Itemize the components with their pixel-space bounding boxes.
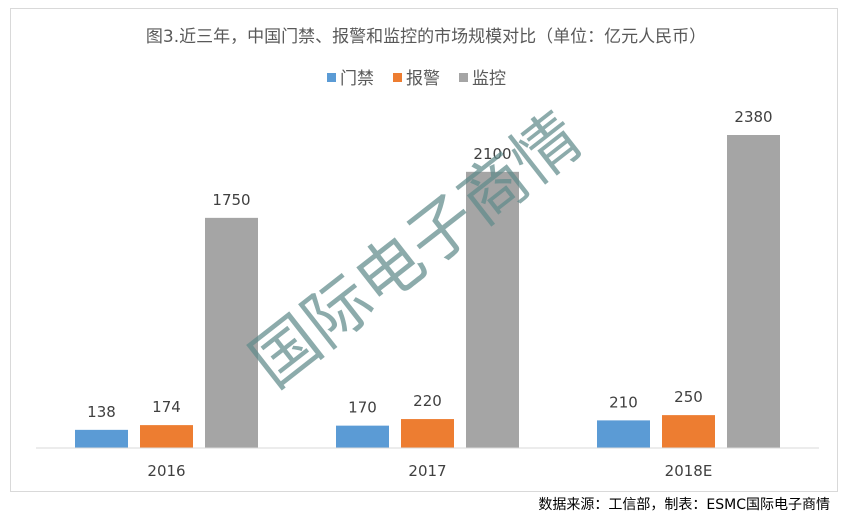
bar-门禁-2018E — [597, 420, 650, 448]
bar-报警-2018E — [662, 415, 715, 448]
bar-监控-2018E — [727, 135, 780, 448]
chart-title: 图3.近三年，中国门禁、报警和监控的市场规模对比（单位：亿元人民币） — [146, 27, 706, 47]
bar-监控-2016 — [205, 217, 258, 448]
legend-label-门禁: 门禁 — [340, 69, 374, 89]
x-axis-ticks: 2016 2017 2018E — [147, 462, 712, 480]
data-label-报警-2016: 174 — [152, 398, 181, 416]
bar-监控-2017 — [466, 171, 519, 448]
bar-报警-2017 — [401, 419, 454, 448]
data-label-门禁-2016: 138 — [87, 403, 116, 421]
x-tick-2018E: 2018E — [665, 462, 713, 480]
bar-报警-2016 — [140, 425, 193, 448]
data-label-监控-2018E: 2380 — [734, 108, 772, 126]
x-tick-2016: 2016 — [147, 462, 185, 480]
data-labels: 138 174 1750 170 220 2100 210 250 2380 — [87, 108, 772, 421]
bar-门禁-2016 — [75, 429, 128, 448]
bars — [75, 135, 780, 448]
legend-swatch-监控 — [459, 73, 468, 82]
data-label-报警-2017: 220 — [413, 392, 442, 410]
legend: 门禁 报警 监控 — [327, 69, 506, 89]
legend-swatch-门禁 — [327, 73, 336, 82]
data-label-报警-2018E: 250 — [674, 388, 703, 406]
chart-frame — [10, 8, 838, 492]
x-tick-2017: 2017 — [408, 462, 446, 480]
watermark: 国际电子商情 — [236, 98, 595, 402]
source-note: 数据来源：工信部，制表：ESMC国际电子商情 — [538, 497, 830, 513]
legend-label-监控: 监控 — [472, 69, 506, 89]
bar-门禁-2017 — [336, 425, 389, 448]
data-label-门禁-2018E: 210 — [609, 393, 638, 411]
data-label-门禁-2017: 170 — [348, 399, 377, 417]
legend-swatch-报警 — [393, 73, 402, 82]
data-label-监控-2017: 2100 — [473, 145, 511, 163]
data-label-监控-2016: 1750 — [212, 191, 250, 209]
legend-label-报警: 报警 — [406, 69, 440, 89]
